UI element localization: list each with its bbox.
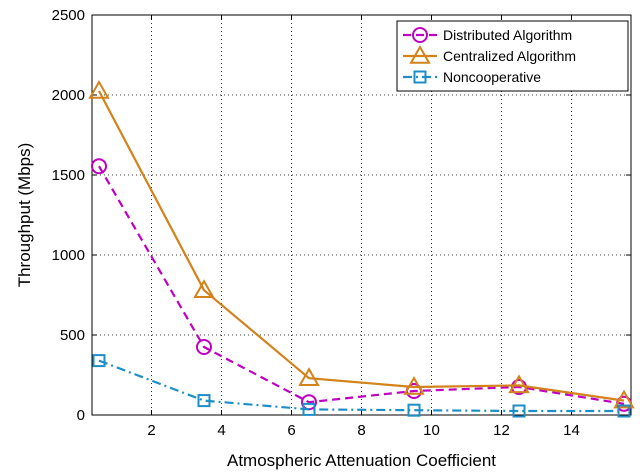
legend-label: Distributed Algorithm <box>443 27 572 43</box>
y-tick-label: 500 <box>60 327 85 344</box>
x-tick-label: 2 <box>147 422 155 439</box>
y-tick-label: 0 <box>77 407 85 424</box>
legend-label: Centralized Algorithm <box>443 48 576 64</box>
data-point <box>407 403 421 417</box>
data-point <box>403 375 425 395</box>
series-line <box>98 165 625 405</box>
x-tick-label: 14 <box>563 422 580 439</box>
legend-marker <box>412 27 428 43</box>
data-point <box>512 404 526 418</box>
y-axis-label: Throughput (Mbps) <box>15 143 34 288</box>
data-point <box>196 339 212 355</box>
x-tick-label: 10 <box>423 422 440 439</box>
series-line <box>98 359 624 413</box>
series-line <box>98 90 625 402</box>
y-tick-label: 2000 <box>52 87 85 104</box>
axes: 2 4 6 8 10 12 14 0 500 1000 1500 2000 2500 <box>52 7 631 439</box>
data-point <box>617 404 631 418</box>
data-point <box>508 374 530 394</box>
series-centralized-algorithm <box>88 79 635 409</box>
x-tick-label: 4 <box>217 422 225 439</box>
y-tick-label: 2500 <box>52 7 85 24</box>
y-tick-label: 1000 <box>52 247 85 264</box>
data-point <box>197 394 211 408</box>
series-layer <box>88 79 635 418</box>
data-point <box>613 389 635 409</box>
legend-marker <box>409 44 431 64</box>
x-tick-label: 6 <box>287 422 295 439</box>
x-tick-label: 8 <box>357 422 365 439</box>
series-noncooperative <box>92 354 631 418</box>
data-point <box>302 402 316 416</box>
data-point <box>88 79 110 99</box>
legend: Distributed Algorithm Centralized Algorit… <box>396 20 629 92</box>
x-axis-label: Atmospheric Attenuation Coefficient <box>227 451 496 470</box>
grid <box>92 15 631 415</box>
legend-marker <box>413 70 427 84</box>
data-point <box>193 279 215 298</box>
data-point <box>92 354 106 368</box>
y-tick-label: 1500 <box>52 167 85 184</box>
legend-label: Noncooperative <box>443 69 541 85</box>
data-point <box>91 158 107 175</box>
x-tick-label: 12 <box>493 422 510 439</box>
data-point <box>298 367 320 386</box>
